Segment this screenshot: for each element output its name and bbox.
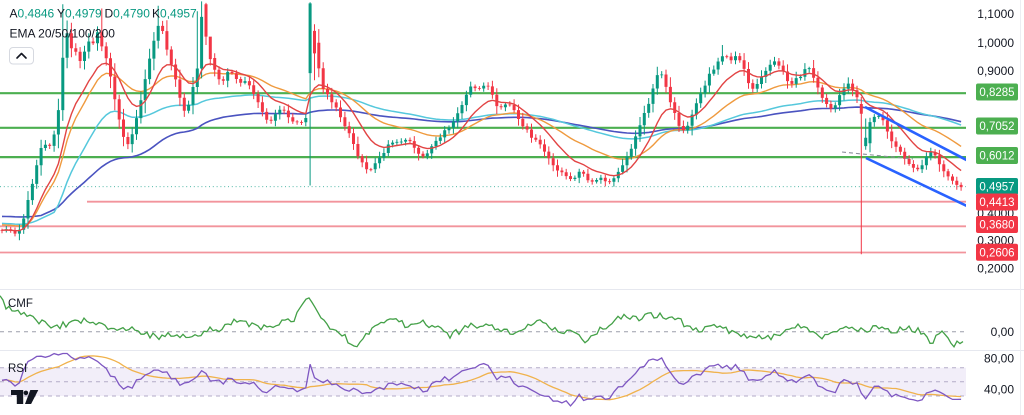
svg-text:0,8285: 0,8285 <box>979 87 1014 99</box>
svg-text:0,7052: 0,7052 <box>979 121 1014 133</box>
svg-text:0,2000: 0,2000 <box>977 262 1014 276</box>
svg-text:1,1000: 1,1000 <box>977 7 1014 21</box>
svg-text:1,0000: 1,0000 <box>977 36 1014 50</box>
svg-text:0,9000: 0,9000 <box>977 64 1014 78</box>
svg-text:0,6012: 0,6012 <box>979 151 1014 163</box>
svg-text:CMF: CMF <box>8 298 33 310</box>
svg-text:80,00: 80,00 <box>984 352 1014 366</box>
svg-text:0,4413: 0,4413 <box>979 197 1014 209</box>
svg-text:40,00: 40,00 <box>984 383 1014 397</box>
svg-text:A0,4846: A0,4846 <box>10 7 55 21</box>
svg-text:Y0,4979: Y0,4979 <box>57 7 102 21</box>
svg-text:0,4957: 0,4957 <box>979 182 1014 194</box>
svg-text:D0,4790: D0,4790 <box>105 7 151 21</box>
svg-text:0,2606: 0,2606 <box>979 248 1014 260</box>
svg-text:RSI: RSI <box>8 363 27 375</box>
svg-text:0,00: 0,00 <box>991 325 1015 339</box>
svg-text:EMA 20/50/100/200: EMA 20/50/100/200 <box>10 27 116 41</box>
svg-text:K0,4957: K0,4957 <box>152 7 197 21</box>
svg-text:0,3680: 0,3680 <box>979 220 1014 232</box>
